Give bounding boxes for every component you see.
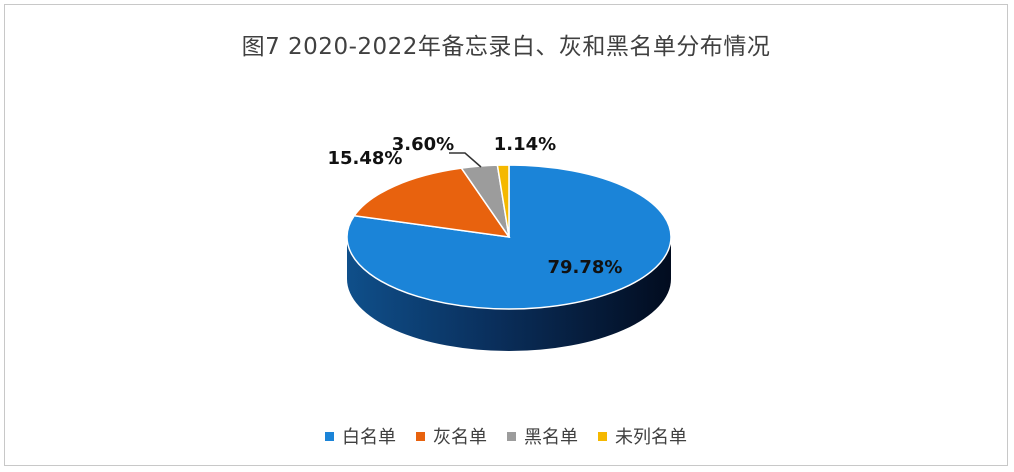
pie-chart: 79.78% 15.48%3.60% 1.14% (328, 134, 672, 351)
legend-item-3: 黑名单 (507, 423, 578, 449)
legend-label: 白名单 (342, 427, 396, 448)
chart-frame: 图7 2020-2022年备忘录白、灰和黑名单分布情况 79.78% 15.48%… (4, 4, 1008, 466)
legend-swatch (325, 431, 334, 441)
legend-item-2: 灰名单 (416, 423, 487, 449)
legend-item-1: 白名单 (325, 423, 396, 449)
legend-label: 灰名单 (433, 427, 487, 448)
data-labels: 79.78% 15.48%3.60% 1.14% (328, 134, 623, 278)
legend-swatch (416, 431, 425, 441)
pie-side-face (347, 237, 671, 351)
data-label-2: 15.48% (328, 148, 403, 169)
legend-label: 未列名单 (615, 427, 687, 448)
chart-title: 图7 2020-2022年备忘录白、灰和黑名单分布情况 (241, 34, 771, 60)
legend-item-4: 未列名单 (598, 423, 687, 449)
legend-label: 黑名单 (524, 427, 578, 448)
pie-side-wall (347, 237, 671, 351)
pie-slices (346, 164, 672, 310)
data-label-3: 3.60% (392, 134, 454, 155)
data-label-4: 1.14% (494, 134, 556, 155)
leader-line-3 (449, 152, 482, 168)
legend-swatch (598, 431, 607, 441)
pie-slice-2 (352, 167, 511, 238)
leader-lines (449, 152, 482, 168)
legend-swatch (507, 431, 516, 441)
pie-slice-4 (496, 164, 510, 238)
data-label-1: 79.78% (548, 257, 623, 278)
legend: 白名单 灰名单 黑名单 未列名单 (5, 423, 1007, 449)
